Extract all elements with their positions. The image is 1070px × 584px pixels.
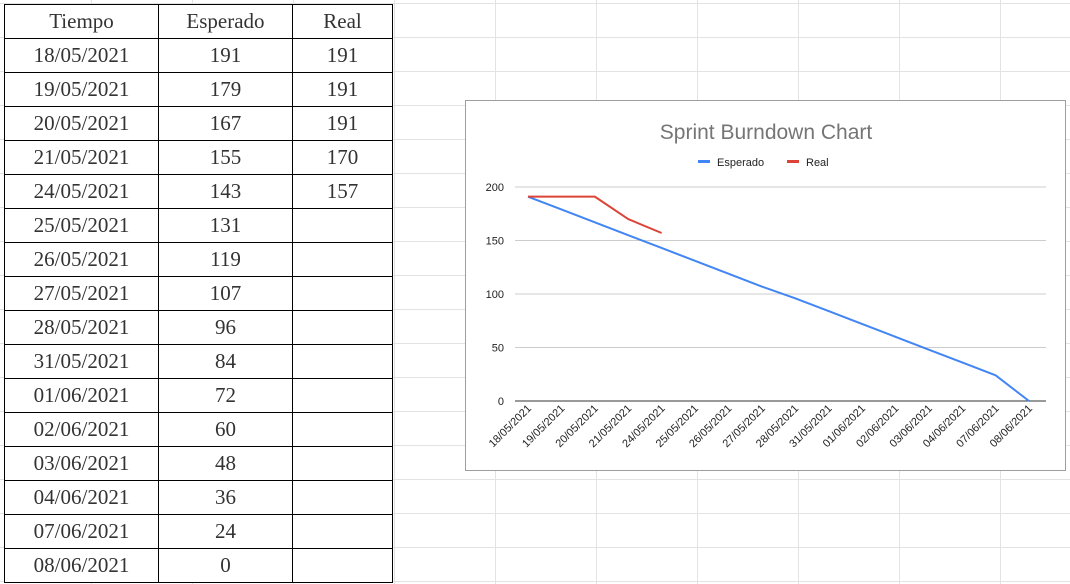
table-cell[interactable]: 72 bbox=[158, 378, 293, 413]
table-row: 08/06/2021 0 bbox=[4, 548, 393, 583]
table-cell[interactable]: 27/05/2021 bbox=[4, 276, 159, 311]
table-cell[interactable]: 07/06/2021 bbox=[4, 514, 159, 549]
table-cell[interactable] bbox=[292, 242, 393, 277]
burndown-chart[interactable]: Sprint Burndown Chart Esperado Real 0 50 10… bbox=[465, 100, 1066, 471]
table-cell[interactable]: 96 bbox=[158, 310, 293, 345]
y-tick-label: 0 bbox=[498, 396, 504, 408]
table-cell[interactable]: 24 bbox=[158, 514, 293, 549]
table-cell[interactable]: 31/05/2021 bbox=[4, 344, 159, 379]
table-cell[interactable]: 02/06/2021 bbox=[4, 412, 159, 447]
table-body: 18/05/2021 191 191 19/05/2021 179 191 20/05/20… bbox=[4, 38, 393, 583]
table-cell[interactable]: 26/05/2021 bbox=[4, 242, 159, 277]
table-cell[interactable]: 119 bbox=[158, 242, 293, 277]
table-cell[interactable]: 191 bbox=[292, 106, 393, 141]
legend-swatch-esperado bbox=[698, 160, 710, 163]
table-cell[interactable] bbox=[292, 480, 393, 515]
table-cell[interactable]: 24/05/2021 bbox=[4, 174, 159, 209]
table-cell[interactable] bbox=[292, 276, 393, 311]
table-row: 28/05/2021 96 bbox=[4, 310, 393, 345]
table-cell[interactable]: 01/06/2021 bbox=[4, 378, 159, 413]
chart-svg: Sprint Burndown Chart Esperado Real 0 50 10… bbox=[486, 121, 1046, 450]
header-row: Tiempo Esperado Real bbox=[4, 4, 393, 39]
table-cell[interactable]: 08/06/2021 bbox=[4, 548, 159, 583]
table-cell[interactable]: 191 bbox=[292, 38, 393, 73]
table-cell[interactable]: 167 bbox=[158, 106, 293, 141]
table-cell[interactable]: 28/05/2021 bbox=[4, 310, 159, 345]
table-row: 07/06/2021 24 bbox=[4, 514, 393, 549]
table-cell[interactable]: 25/05/2021 bbox=[4, 208, 159, 243]
y-tick-label: 150 bbox=[486, 236, 504, 248]
table-row: 25/05/2021 131 bbox=[4, 208, 393, 243]
table-cell[interactable]: 60 bbox=[158, 412, 293, 447]
table-cell[interactable]: 03/06/2021 bbox=[4, 446, 159, 481]
y-tick-label: 200 bbox=[486, 182, 504, 194]
table-row: 31/05/2021 84 bbox=[4, 344, 393, 379]
table-row: 26/05/2021 119 bbox=[4, 242, 393, 277]
table-row: 01/06/2021 72 bbox=[4, 378, 393, 413]
table-cell[interactable]: 157 bbox=[292, 174, 393, 209]
table-cell[interactable]: 36 bbox=[158, 480, 293, 515]
y-axis-ticks: 0 50 100 150 200 bbox=[486, 182, 504, 408]
chart-legend: Esperado Real bbox=[698, 157, 829, 169]
table-cell[interactable] bbox=[292, 208, 393, 243]
table-cell[interactable]: 170 bbox=[292, 140, 393, 175]
header-cell-real[interactable]: Real bbox=[292, 4, 393, 39]
table-cell[interactable]: 19/05/2021 bbox=[4, 72, 159, 107]
y-tick-label: 50 bbox=[492, 343, 504, 355]
table-row: 27/05/2021 107 bbox=[4, 276, 393, 311]
table-cell[interactable]: 20/05/2021 bbox=[4, 106, 159, 141]
table-row: 18/05/2021 191 191 bbox=[4, 38, 393, 73]
table-cell[interactable]: 04/06/2021 bbox=[4, 480, 159, 515]
chart-title: Sprint Burndown Chart bbox=[660, 121, 873, 144]
table-cell[interactable] bbox=[292, 514, 393, 549]
table-cell[interactable] bbox=[292, 310, 393, 345]
data-table: Tiempo Esperado Real 18/05/2021 191 191 19/05… bbox=[4, 4, 393, 583]
table-cell[interactable]: 107 bbox=[158, 276, 293, 311]
table-row: 03/06/2021 48 bbox=[4, 446, 393, 481]
table-cell[interactable] bbox=[292, 412, 393, 447]
x-axis-ticks: 18/05/202119/05/202120/05/202121/05/2021… bbox=[487, 403, 1035, 450]
table-cell[interactable] bbox=[292, 378, 393, 413]
table-cell[interactable]: 0 bbox=[158, 548, 293, 583]
table-row: 04/06/2021 36 bbox=[4, 480, 393, 515]
table-cell[interactable]: 21/05/2021 bbox=[4, 140, 159, 175]
table-row: 02/06/2021 60 bbox=[4, 412, 393, 447]
header-cell-tiempo[interactable]: Tiempo bbox=[4, 4, 159, 39]
table-row: 20/05/2021 167 191 bbox=[4, 106, 393, 141]
table-cell[interactable]: 84 bbox=[158, 344, 293, 379]
table-row: 19/05/2021 179 191 bbox=[4, 72, 393, 107]
table-row: 24/05/2021 143 157 bbox=[4, 174, 393, 209]
legend-label-esperado: Esperado bbox=[717, 157, 764, 169]
table-cell[interactable]: 131 bbox=[158, 208, 293, 243]
series-line-real[interactable] bbox=[528, 195, 662, 234]
table-cell[interactable]: 191 bbox=[158, 38, 293, 73]
table-cell[interactable] bbox=[292, 446, 393, 481]
table-cell[interactable]: 48 bbox=[158, 446, 293, 481]
series-line-esperado[interactable] bbox=[527, 195, 1030, 402]
y-tick-label: 100 bbox=[486, 289, 504, 301]
table-cell[interactable] bbox=[292, 344, 393, 379]
table-cell[interactable] bbox=[292, 548, 393, 583]
table-cell[interactable]: 18/05/2021 bbox=[4, 38, 159, 73]
header-cell-esperado[interactable]: Esperado bbox=[158, 4, 293, 39]
table-cell[interactable]: 191 bbox=[292, 72, 393, 107]
table-row: 21/05/2021 155 170 bbox=[4, 140, 393, 175]
legend-label-real: Real bbox=[806, 157, 829, 169]
legend-swatch-real bbox=[787, 160, 799, 163]
table-cell[interactable]: 155 bbox=[158, 140, 293, 175]
table-cell[interactable]: 143 bbox=[158, 174, 293, 209]
chart-series bbox=[527, 195, 1030, 402]
table-cell[interactable]: 179 bbox=[158, 72, 293, 107]
